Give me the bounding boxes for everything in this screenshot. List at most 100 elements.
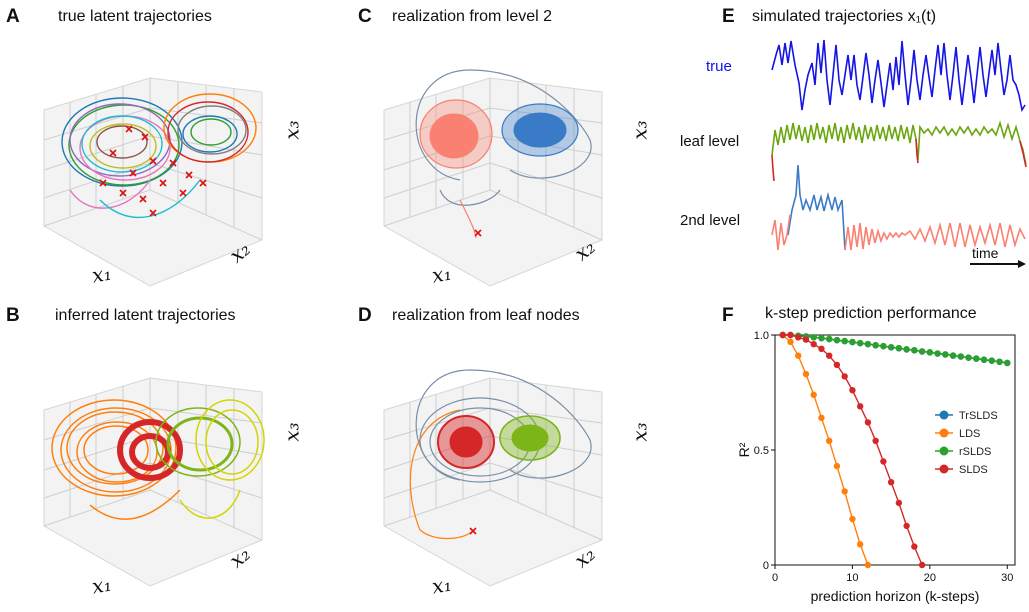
data-point-rslds — [895, 344, 903, 352]
data-point-slds — [818, 345, 825, 352]
legend-label-slds: SLDS — [959, 464, 988, 476]
panel-title-a: true latent trajectories — [58, 8, 212, 25]
trace-second-blue-line — [787, 164, 846, 251]
trace-label-second: 2nd level — [680, 212, 741, 229]
data-point-rslds — [856, 339, 864, 347]
trace-true-line — [771, 39, 1026, 113]
data-point-lds — [833, 462, 841, 470]
start-marker-c — [474, 229, 482, 237]
trajectories-b — [51, 399, 265, 520]
panel-letter-b: B — [6, 305, 20, 326]
data-point-slds — [849, 387, 856, 394]
data-point-rslds — [880, 342, 887, 350]
data-point-rslds — [864, 340, 872, 348]
data-point-slds — [895, 499, 903, 507]
x-tick-label: 10 — [846, 572, 858, 584]
data-point-rslds — [872, 341, 879, 349]
panel-letter-a: A — [6, 6, 20, 27]
panel-a-3d-plot — [30, 30, 330, 300]
panel-b-x3-label: x₃ — [279, 422, 304, 442]
panel-c-x3-label: x₃ — [627, 120, 652, 140]
data-point-rslds — [849, 338, 856, 346]
trajectories-c — [415, 69, 592, 239]
data-point-lds — [864, 561, 872, 569]
data-point-slds — [810, 341, 817, 348]
panel-letter-f: F — [722, 305, 734, 326]
panel-c-svg — [383, 69, 603, 287]
panel-title-c: realization from level 2 — [392, 8, 553, 25]
trace-second-salmon-line — [771, 214, 1026, 251]
panel-c-3d-plot — [380, 30, 680, 300]
data-point-rslds — [833, 336, 841, 344]
legend-marker-slds — [939, 464, 949, 474]
data-point-lds — [795, 352, 802, 359]
data-point-lds — [825, 437, 833, 444]
trajectories-a — [61, 93, 257, 219]
data-point-rslds — [1004, 359, 1011, 367]
data-point-slds — [903, 522, 910, 530]
x-tick-label: 30 — [1001, 572, 1013, 584]
panel-b-3d-plot — [30, 330, 330, 600]
trace-leaf-line — [771, 120, 1027, 166]
data-point-lds — [841, 488, 848, 495]
panel-letter-c: C — [358, 6, 372, 27]
data-point-slds — [872, 437, 879, 444]
x-axis-label: prediction horizon (k-steps) — [811, 588, 980, 604]
initial-condition-markers-a — [99, 125, 207, 217]
data-point-lds — [802, 370, 810, 378]
legend-marker-trslds — [939, 410, 949, 420]
y-tick-label: 0 — [763, 560, 769, 572]
y-tick-label: 0.5 — [754, 445, 769, 457]
data-point-rslds — [810, 334, 817, 341]
y-tick-label: 1.0 — [754, 330, 769, 342]
data-point-rslds — [949, 352, 957, 359]
start-marker-d — [469, 527, 477, 535]
panel-b-svg — [43, 377, 265, 587]
data-point-slds — [864, 419, 872, 426]
x-tick-label: 20 — [924, 572, 936, 584]
data-point-slds — [856, 403, 864, 410]
x-tick-label: 0 — [772, 572, 778, 584]
panel-e-traces — [770, 35, 1028, 275]
legend-marker-lds — [939, 428, 949, 438]
data-point-lds — [818, 414, 825, 421]
data-point-lds — [856, 541, 864, 548]
data-point-rslds — [926, 349, 934, 356]
panel-a-x3-label: x₃ — [279, 120, 304, 140]
data-point-rslds — [818, 334, 825, 342]
chart-f-svg: 0 10 20 30 0 0.5 1.0 prediction horizon (k-step… — [736, 330, 1016, 604]
data-point-rslds — [942, 351, 949, 358]
panel-title-e: simulated trajectories x₁(t) — [752, 8, 937, 25]
series-line-lds — [782, 334, 869, 566]
data-point-slds — [825, 352, 833, 359]
legend-marker-rslds — [939, 446, 949, 456]
panel-title-d: realization from leaf nodes — [392, 307, 580, 324]
panel-b-x1-label: x₁ — [90, 571, 114, 599]
data-point-slds — [918, 561, 926, 569]
panel-letter-e: E — [722, 6, 735, 27]
panel-d-svg — [383, 369, 603, 587]
data-point-slds — [795, 334, 802, 341]
data-point-rslds — [934, 350, 941, 357]
data-point-slds — [880, 458, 887, 465]
y-axis-label: R² — [736, 442, 752, 457]
data-point-slds — [887, 479, 895, 486]
time-arrowhead — [1018, 260, 1026, 268]
data-point-slds — [779, 331, 786, 339]
data-point-rslds — [903, 346, 910, 353]
data-point-rslds — [996, 358, 1003, 365]
trace-leaf-red-segments — [771, 138, 1027, 182]
data-point-rslds — [825, 335, 833, 343]
data-point-slds — [802, 336, 810, 343]
legend-label-lds: LDS — [959, 428, 980, 440]
data-point-slds — [841, 373, 848, 380]
data-point-rslds — [965, 354, 972, 361]
data-point-slds — [833, 361, 841, 369]
cube-c — [383, 77, 603, 287]
data-point-lds — [849, 515, 856, 523]
data-point-rslds — [973, 355, 980, 362]
data-point-rslds — [887, 343, 895, 351]
data-point-slds — [787, 331, 794, 339]
data-point-rslds — [980, 356, 988, 363]
panel-title-b: inferred latent trajectories — [55, 307, 236, 324]
